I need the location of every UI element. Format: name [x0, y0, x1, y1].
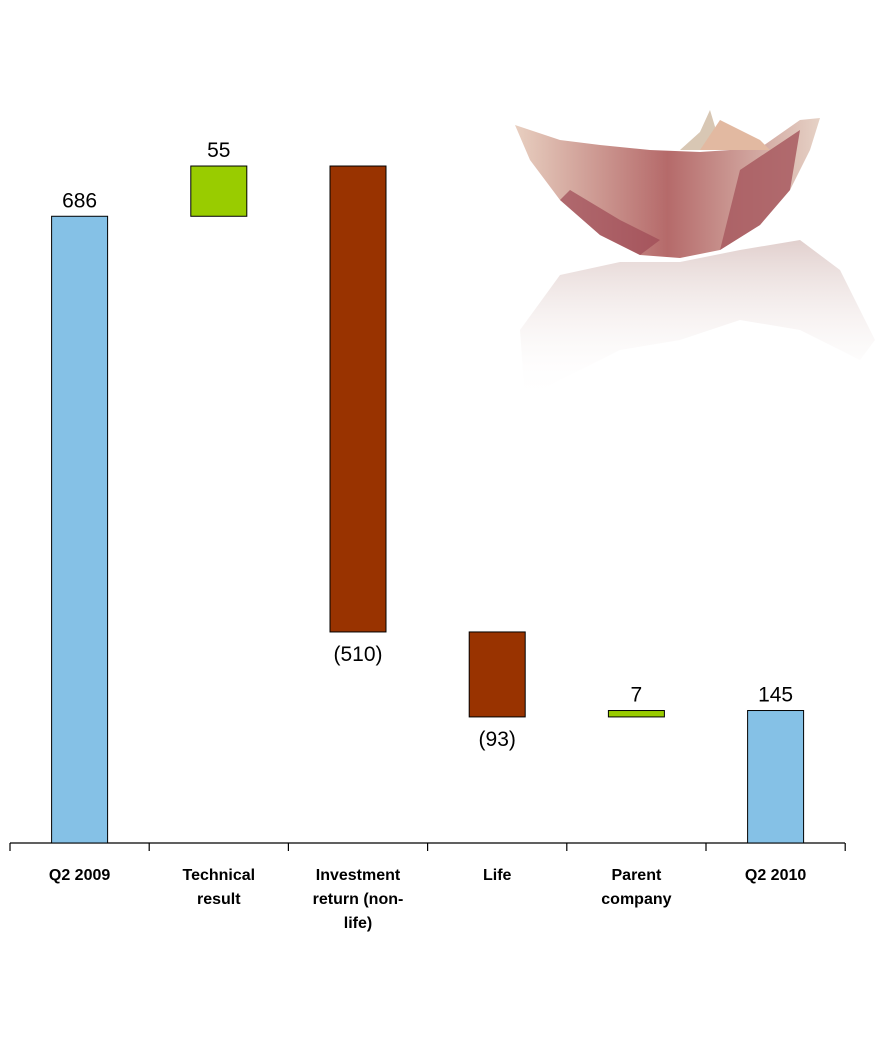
bar-1: [190, 165, 248, 217]
category-label-0: Q2 2009: [49, 867, 110, 884]
bar-4: [607, 710, 665, 718]
value-labels-layer: 686 55 (510) (93) 7 145: [62, 139, 793, 751]
paper-boat-image: [515, 110, 875, 400]
x-axis: [9, 842, 846, 851]
value-label-2: (510): [333, 643, 382, 666]
value-label-1: 55: [207, 139, 230, 162]
category-label-3: Life: [483, 867, 512, 884]
category-labels-layer: Q2 2009 Technical result Investment return (…: [49, 867, 806, 932]
value-label-3: (93): [479, 728, 516, 751]
category-label-2: Investment return (non-life): [313, 867, 404, 932]
category-label-4: Parent company: [601, 867, 671, 908]
value-label-0: 686: [62, 189, 97, 212]
value-label-4: 7: [631, 684, 643, 707]
bar-2: [329, 165, 387, 633]
bars-layer: [51, 165, 805, 844]
bar-0: [51, 215, 109, 844]
bar-3: [468, 631, 526, 718]
bar-5: [747, 710, 805, 844]
category-label-5: Q2 2010: [745, 867, 806, 884]
value-label-5: 145: [758, 684, 793, 707]
category-label-1: Technical result: [182, 867, 255, 908]
